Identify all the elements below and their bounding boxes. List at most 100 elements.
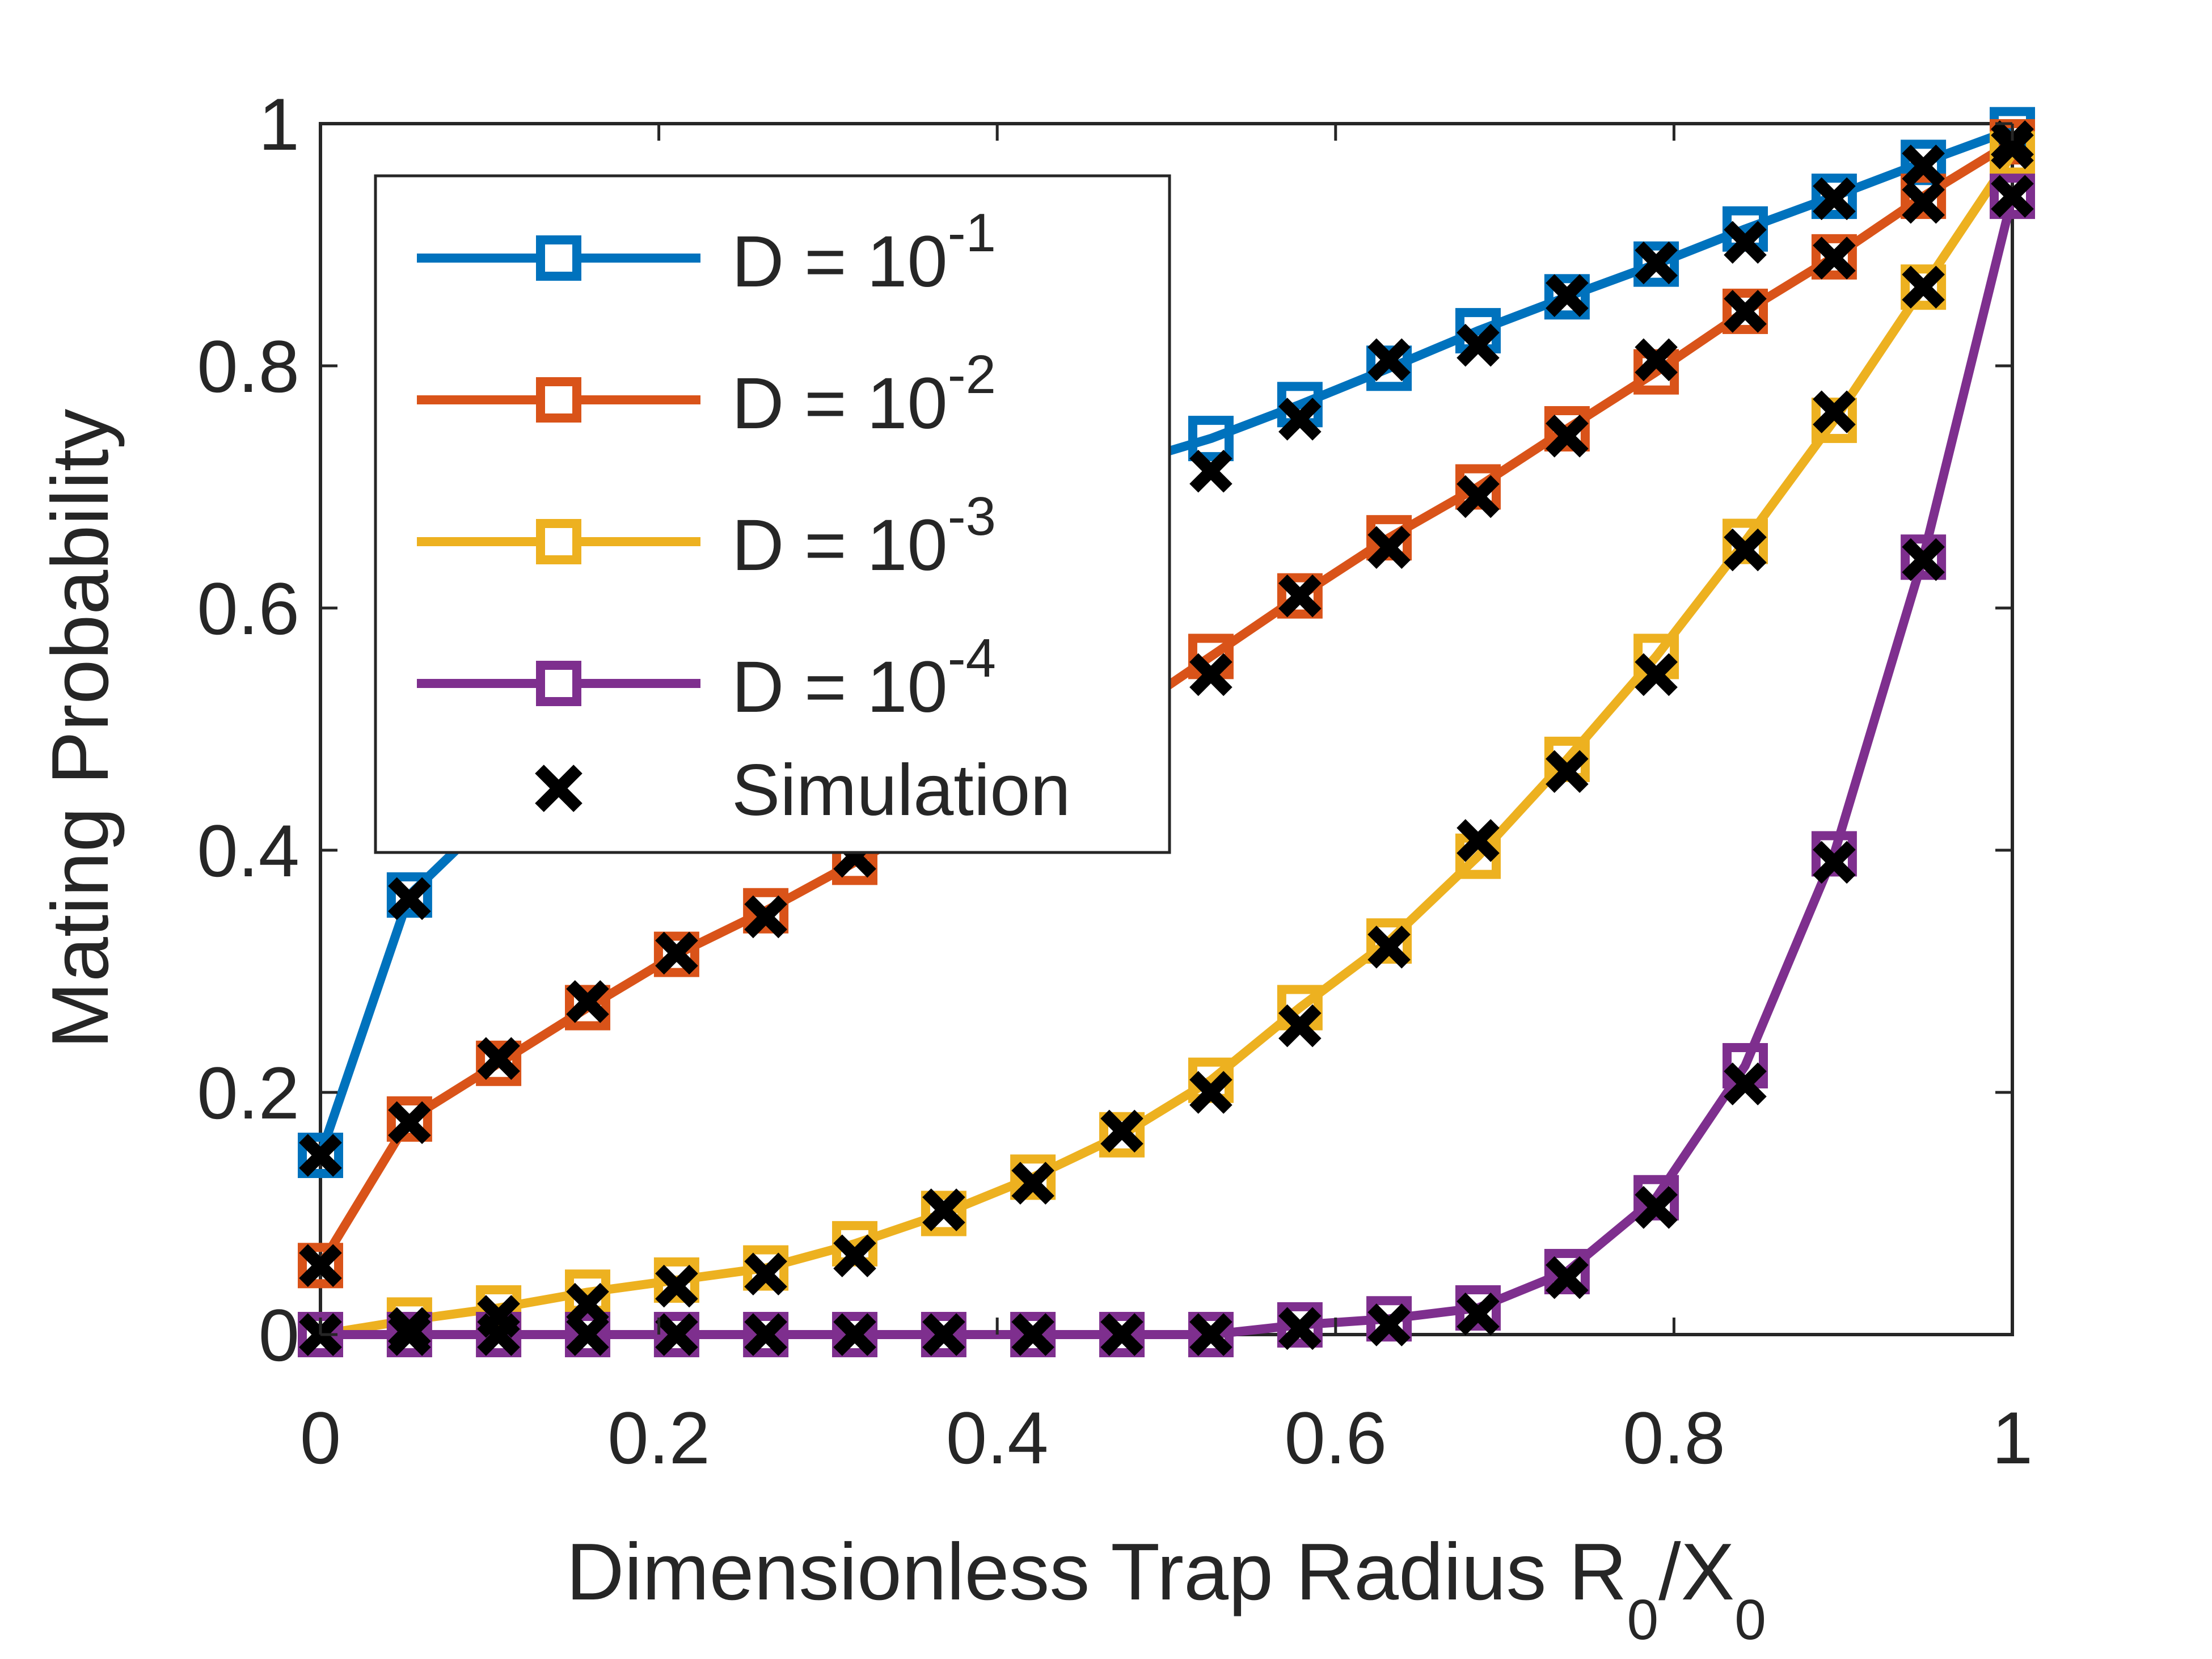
series-marker — [386, 1312, 432, 1357]
simulation-point — [1189, 1071, 1232, 1114]
simulation-point — [477, 1313, 520, 1356]
y-tick-label: 0 — [259, 1294, 299, 1377]
simulation-point — [833, 1234, 876, 1278]
simulation-point — [1724, 528, 1767, 572]
series-marker — [1544, 406, 1590, 452]
legend-entry: D = 10-4 — [417, 628, 996, 728]
series-marker — [1099, 1112, 1145, 1158]
simulation-point — [477, 1037, 520, 1080]
simulation-point — [566, 1313, 609, 1356]
series-marker — [1901, 534, 1947, 580]
x-axis-label: Dimensionless Trap Radius R0/X0 — [566, 1527, 1766, 1652]
simulation-point — [655, 1313, 698, 1356]
series-marker — [1811, 398, 1857, 444]
simulation-point — [1367, 526, 1411, 569]
simulation-point — [1278, 574, 1322, 618]
legend-label: D = 10-4 — [732, 628, 996, 728]
y-axis-label: Mating Probability — [35, 409, 125, 1049]
simulation-point — [1367, 926, 1411, 969]
series-marker — [1188, 416, 1234, 462]
y-tick-label: 0.4 — [197, 809, 299, 892]
legend: D = 10-1 D = 10-2 D = 10-3 D = 10-4 Simulati… — [374, 174, 1171, 854]
legend-box — [374, 174, 1171, 854]
simulation-point — [922, 1313, 965, 1356]
x-axis-label-slash: /X — [1658, 1527, 1734, 1617]
simulation-point — [1367, 338, 1411, 382]
series-marker — [1099, 1312, 1145, 1357]
series-marker — [1990, 174, 2035, 219]
x-tick-labels: 0 0.2 0.4 0.6 0.8 1 — [300, 1396, 2033, 1479]
series-marker — [1455, 1285, 1501, 1331]
simulation-point — [1635, 653, 1678, 696]
x-tick-label: 1 — [1992, 1396, 2033, 1479]
legend-label-simulation: Simulation — [732, 750, 1071, 831]
series-marker — [653, 931, 699, 977]
series-marker — [921, 1191, 966, 1236]
simulation-point — [744, 895, 787, 939]
series-marker — [921, 1312, 966, 1357]
simulation-point — [922, 1188, 965, 1231]
simulation-point — [744, 1313, 787, 1356]
legend-label: D = 10-1 — [732, 202, 996, 302]
x-axis-label-main: Dimensionless Trap Radius R — [566, 1527, 1627, 1617]
x-axis-label-sub1: 0 — [1627, 1588, 1658, 1652]
series-marker — [743, 888, 789, 934]
simulation-point — [1011, 1313, 1054, 1356]
simulation-point — [388, 1313, 431, 1356]
series-marker — [298, 1243, 343, 1289]
y-tick-label: 1 — [259, 83, 299, 166]
legend-marker — [536, 661, 581, 706]
simulation-point — [1724, 1062, 1767, 1105]
simulation-point — [1635, 1186, 1678, 1229]
series-marker — [1811, 831, 1857, 877]
x-tick-label: 0 — [300, 1396, 341, 1479]
simulation-point — [1457, 475, 1500, 518]
legend-simulation-marker — [535, 765, 582, 812]
simulation-point — [1902, 265, 1945, 309]
series-marker — [565, 985, 611, 1031]
simulation-point — [1457, 323, 1500, 367]
simulation-point — [388, 1101, 431, 1145]
series-d-1e-4 — [298, 174, 2035, 1357]
simulation-point — [1813, 237, 1856, 280]
series-marker — [1277, 573, 1323, 619]
simulation-point — [1278, 1307, 1322, 1350]
series-marker — [386, 872, 432, 918]
series-marker — [1366, 918, 1412, 964]
simulation-point — [1457, 1292, 1500, 1336]
series-marker — [1544, 274, 1590, 320]
simulation-point — [388, 877, 431, 921]
series-marker — [1811, 234, 1857, 280]
simulation-point — [655, 1264, 698, 1308]
simulation-point — [1724, 221, 1767, 264]
legend-label: D = 10-2 — [732, 344, 996, 444]
simulation-point — [1011, 1162, 1054, 1205]
legend-entries: D = 10-1 D = 10-2 D = 10-3 D = 10-4 Simulati… — [417, 202, 1071, 831]
simulation-point — [1189, 1313, 1232, 1356]
legend-marker — [536, 377, 581, 423]
simulation-point — [1813, 841, 1856, 884]
legend-entry: D = 10-1 — [417, 202, 996, 302]
simulation-point — [1367, 1303, 1411, 1346]
simulation-point — [1546, 274, 1589, 317]
series-marker — [1811, 174, 1857, 219]
series-marker — [386, 1096, 432, 1142]
series-marker — [743, 1312, 789, 1357]
legend-marker — [536, 235, 581, 281]
legend-label: D = 10-3 — [732, 486, 996, 586]
y-tick-label: 0.6 — [197, 567, 299, 650]
series-marker — [1366, 345, 1412, 391]
axis-ticks — [319, 122, 2014, 1336]
simulation-point — [1902, 538, 1945, 581]
series-marker — [1544, 1248, 1590, 1294]
x-tick-label: 0.8 — [1623, 1396, 1725, 1479]
legend-marker — [536, 519, 581, 564]
legend-entry: D = 10-3 — [417, 486, 996, 586]
simulation-point — [1100, 1109, 1143, 1153]
series-marker — [298, 1133, 343, 1179]
series-marker — [1010, 1312, 1056, 1357]
simulation-point — [655, 931, 698, 975]
simulation-point — [1902, 180, 1945, 224]
y-tick-label: 0.2 — [197, 1052, 299, 1134]
series-marker — [832, 1312, 878, 1357]
